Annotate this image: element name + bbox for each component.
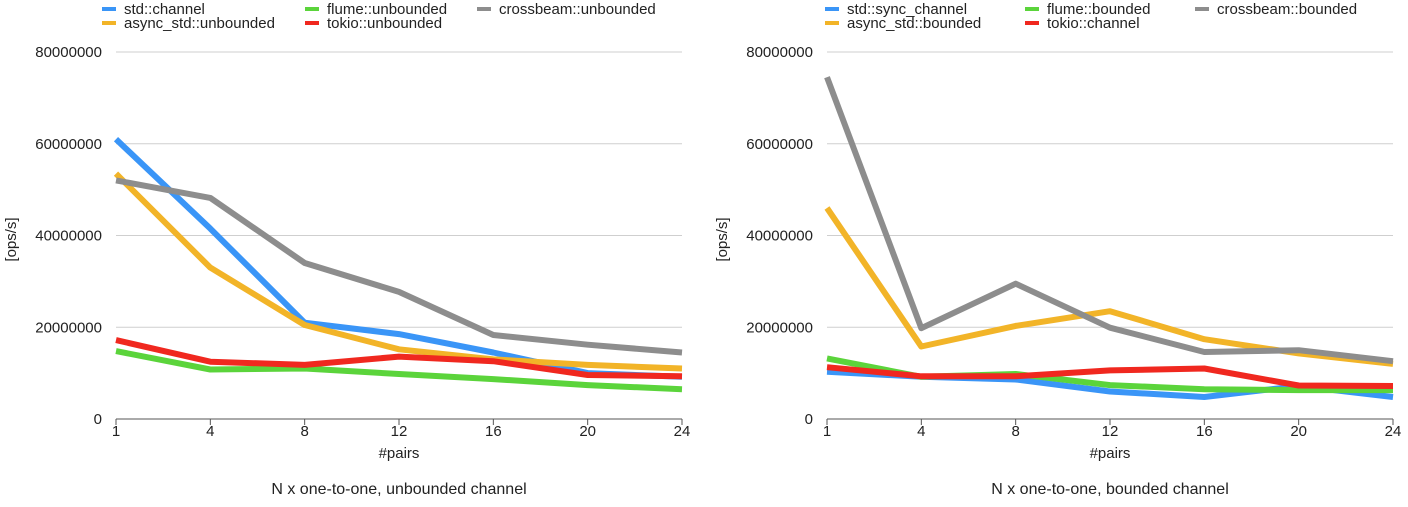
y-axis-title: [ops/s] [714, 217, 731, 261]
x-axis-title: #pairs [379, 445, 420, 462]
legend-label: flume::unbounded [327, 1, 447, 18]
legend-label: crossbeam::bounded [1217, 1, 1357, 18]
y-tick-label: 40000000 [746, 228, 813, 245]
x-tick-label: 16 [1196, 423, 1213, 440]
x-axis-title: #pairs [1090, 445, 1131, 462]
x-tick-label: 4 [917, 423, 925, 440]
legend-item: async_std::bounded [825, 15, 981, 32]
x-tick-label: 1 [112, 423, 120, 440]
legend-label: std::sync_channel [847, 1, 967, 18]
x-tick-label: 16 [485, 423, 502, 440]
legend-label: async_std::unbounded [124, 15, 275, 32]
x-tick-label: 20 [579, 423, 596, 440]
x-tick-label: 8 [1011, 423, 1019, 440]
x-tick-label: 24 [674, 423, 691, 440]
x-tick-label: 12 [1102, 423, 1119, 440]
y-tick-label: 60000000 [746, 136, 813, 153]
y-tick-label: 60000000 [35, 136, 102, 153]
legend-item: async_std::unbounded [102, 15, 275, 32]
legend-label: tokio::channel [1047, 15, 1140, 32]
series-line-tokio-channel [826, 364, 1394, 389]
series-line-crossbeam-bounded [824, 76, 1394, 365]
legend-item: flume::bounded [1025, 1, 1150, 18]
legend-label: crossbeam::unbounded [499, 1, 656, 18]
series-line-crossbeam-unbounded [115, 177, 683, 356]
legend-item: tokio::channel [1025, 15, 1140, 32]
legend-item: std::channel [102, 1, 205, 18]
chart-title: N x one-to-one, unbounded channel [271, 481, 526, 498]
y-tick-label: 80000000 [746, 44, 813, 61]
series-line-async-std-unbounded [113, 171, 683, 372]
series-line-flume-unbounded [115, 348, 683, 393]
legend-item: crossbeam::unbounded [477, 1, 656, 18]
x-tick-label: 1 [823, 423, 831, 440]
legend-label: flume::bounded [1047, 1, 1150, 18]
y-tick-label: 0 [94, 411, 102, 428]
y-axis-title: [ops/s] [3, 217, 20, 261]
x-tick-label: 8 [300, 423, 308, 440]
series-line-tokio-unbounded [115, 337, 683, 380]
x-tick-label: 24 [1385, 423, 1402, 440]
legend-label: async_std::bounded [847, 15, 981, 32]
chart-2: 0 20000000 40000000 60000000 80000000 1 4 8 12 16… [714, 1, 1401, 498]
legend-label: std::channel [124, 1, 205, 18]
legend-item: std::sync_channel [825, 1, 967, 18]
x-tick-label: 20 [1290, 423, 1307, 440]
y-tick-label: 80000000 [35, 44, 102, 61]
x-tick-label: 12 [391, 423, 408, 440]
legend-item: flume::unbounded [305, 1, 447, 18]
chart-title: N x one-to-one, bounded channel [991, 481, 1229, 498]
series-line-async-std-bounded [824, 206, 1394, 367]
y-tick-label: 0 [805, 411, 813, 428]
legend-label: tokio::unbounded [327, 15, 442, 32]
y-tick-label: 20000000 [35, 319, 102, 336]
x-tick-label: 4 [206, 423, 214, 440]
y-tick-label: 20000000 [746, 319, 813, 336]
y-tick-label: 40000000 [35, 228, 102, 245]
chart-1: 0 20000000 40000000 60000000 80000000 1 4 8 12 16… [3, 1, 690, 498]
legend-item: crossbeam::bounded [1195, 1, 1357, 18]
legend-item: tokio::unbounded [305, 15, 442, 32]
